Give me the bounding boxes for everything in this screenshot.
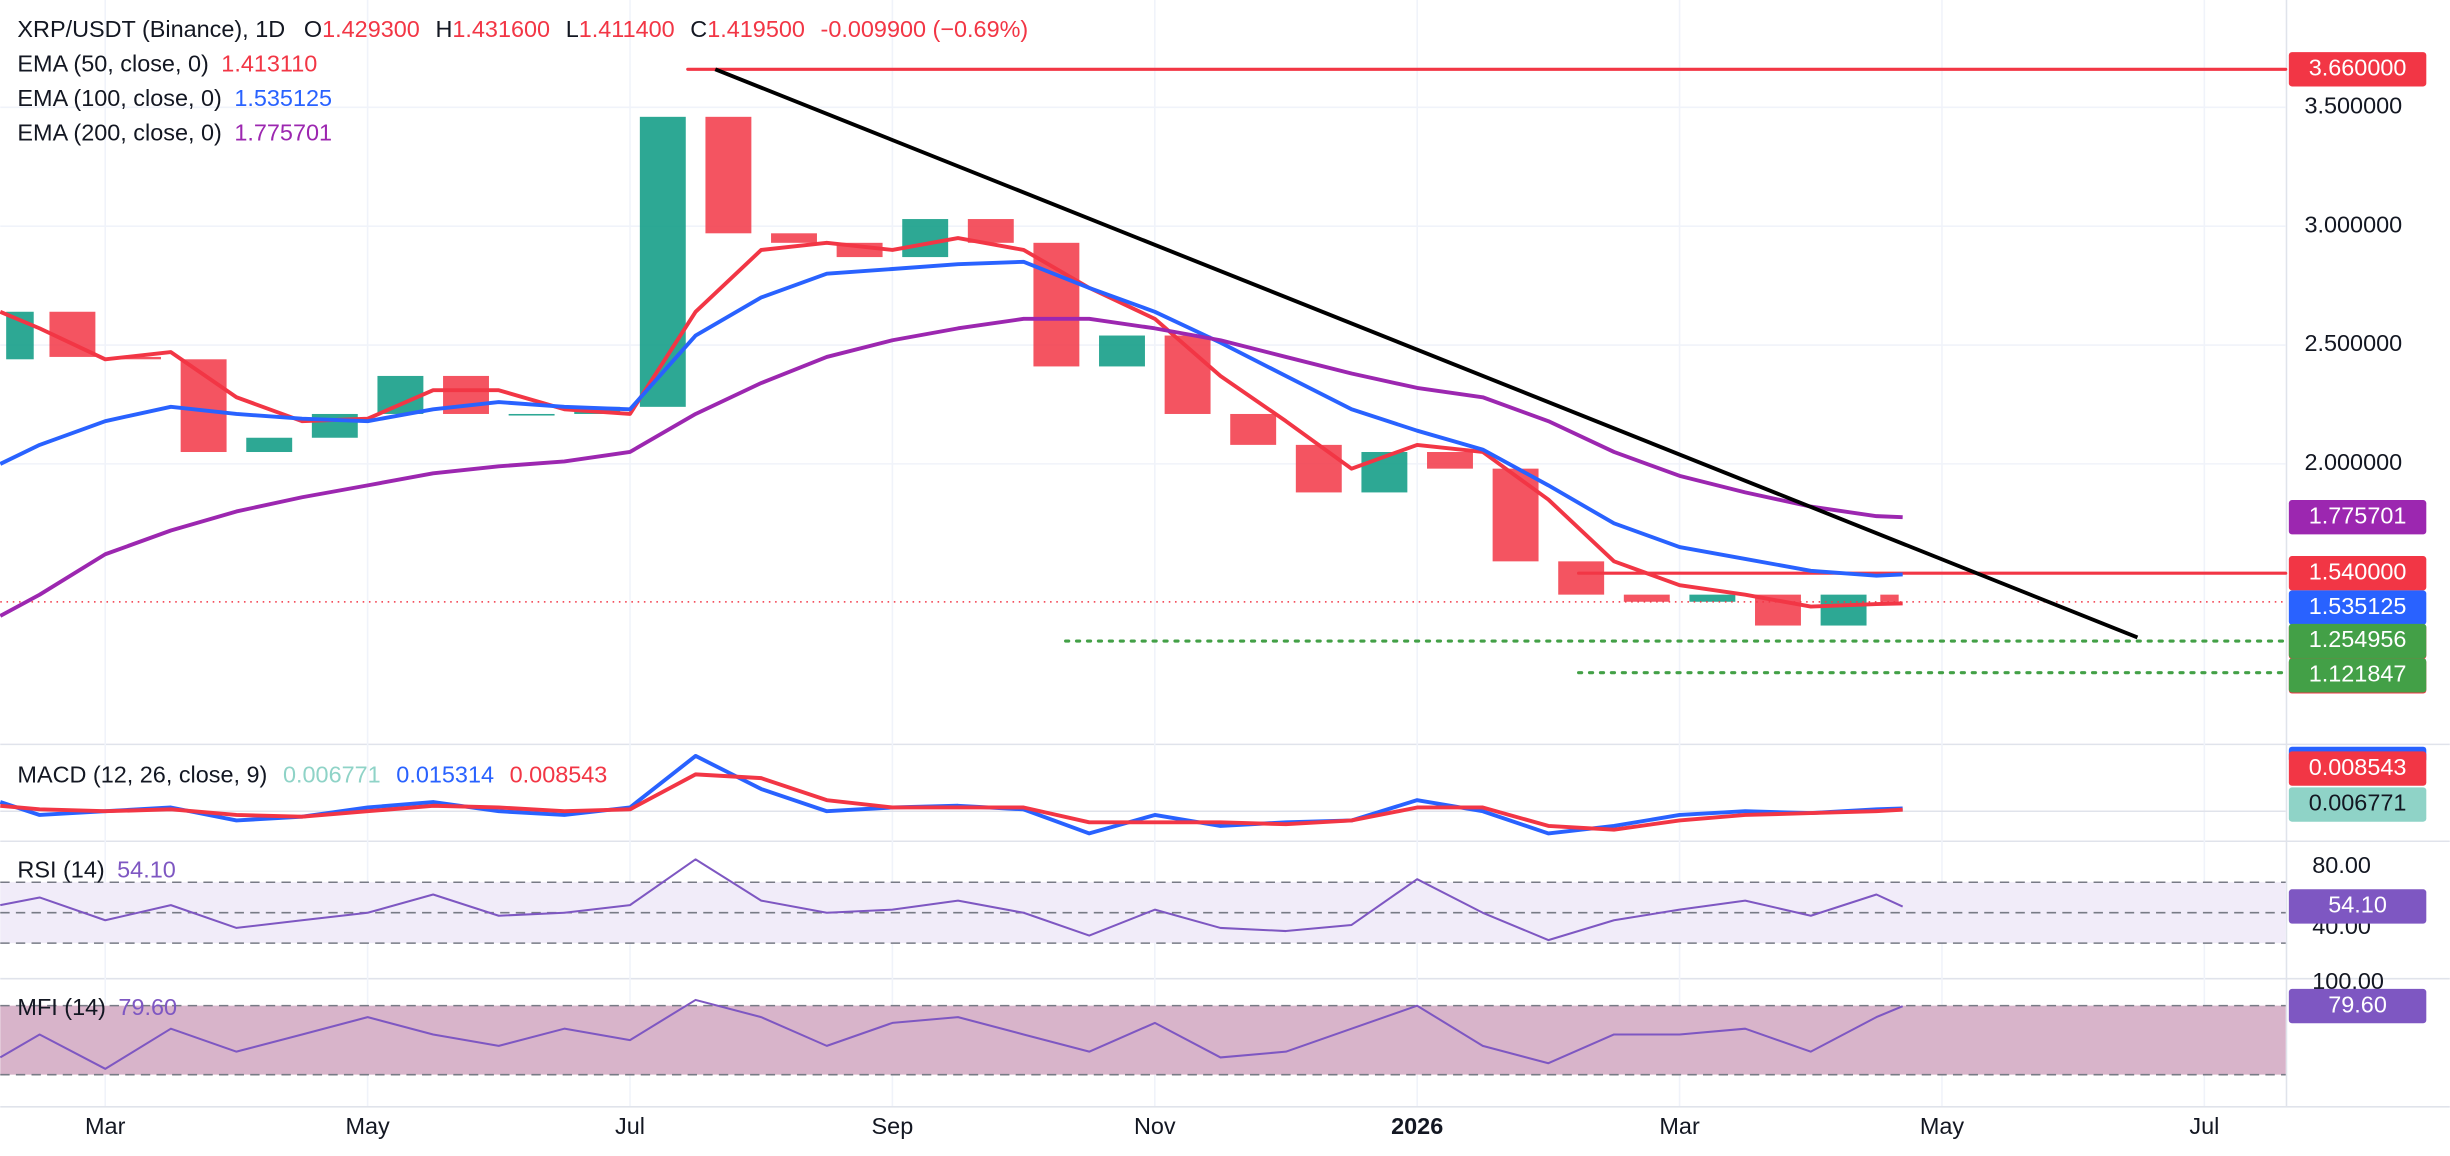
- candle: [902, 219, 949, 258]
- x-tick-label: Mar: [85, 1113, 126, 1139]
- symbol: XRP/USDT (Binance), 1D: [17, 16, 285, 42]
- indicator-value: 79.60: [118, 994, 177, 1020]
- candle: [705, 116, 752, 234]
- legend-value: 1.535125: [234, 85, 332, 111]
- axis-box: [2288, 889, 2427, 924]
- candle: [1558, 561, 1605, 595]
- ohlc-label: C: [690, 16, 707, 42]
- candle: [1880, 594, 1899, 602]
- legend-entry: EMA (200, close, 0) 1.775701: [17, 120, 332, 146]
- axis-box: [2288, 988, 2427, 1024]
- candle: [115, 356, 161, 360]
- x-tick-label: May: [345, 1113, 390, 1139]
- candle: [246, 437, 293, 453]
- x-tick-label: 2026: [1391, 1113, 1443, 1139]
- legend-entry: EMA (100, close, 0) 1.535125: [17, 85, 332, 111]
- x-tick-label: Jul: [615, 1113, 645, 1139]
- x-tick-label: Jul: [2189, 1113, 2219, 1139]
- candle: [639, 116, 686, 407]
- axis-box-label: 3.660000: [2309, 54, 2407, 80]
- legend-value: 1.413110: [221, 51, 317, 77]
- y-tick-label: 2.000000: [2304, 449, 2402, 475]
- indicator-value: 0.006771: [283, 762, 381, 788]
- ohlc-label: H: [435, 16, 452, 42]
- indicator-value: 54.10: [117, 857, 176, 883]
- candle: [1230, 413, 1277, 445]
- trend-line: [714, 67, 2139, 640]
- ema-line: [0, 316, 1903, 618]
- x-tick-label: May: [1920, 1113, 1965, 1139]
- candle: [771, 233, 817, 243]
- legend-entry: EMA (50, close, 0) 1.413110: [17, 51, 317, 77]
- axis-box: [2288, 787, 2427, 822]
- indicator-value: 0.015314: [396, 762, 494, 788]
- candle: [1295, 444, 1342, 493]
- indicator-name: RSI (14): [17, 857, 104, 883]
- y-tick-label: 3.000000: [2304, 211, 2402, 237]
- ohlc-label: L: [566, 16, 579, 42]
- ema-line: [0, 236, 1903, 609]
- candle: [377, 375, 424, 414]
- ohlc-value: 1.419500: [707, 16, 805, 42]
- indicator-line: [0, 998, 1904, 1070]
- ohlc-label: O: [304, 16, 322, 42]
- x-tick-label: Mar: [1659, 1113, 1700, 1139]
- header: XRP/USDT (Binance), 1D O1.429300 H1.431600…: [17, 16, 1028, 42]
- axis-box-label: 1.254956: [2309, 626, 2407, 652]
- legend-name: EMA (100, close, 0): [17, 85, 221, 111]
- indicator-title: MFI (14) 79.60: [17, 994, 177, 1020]
- candle: [1033, 242, 1080, 367]
- candle: [1099, 335, 1145, 367]
- legend-name: EMA (200, close, 0): [17, 120, 221, 146]
- indicator-title: MACD (12, 26, close, 9) 0.006771 0.015314 0…: [17, 762, 607, 788]
- axis-box: [2288, 556, 2427, 591]
- change: -0.009900 (−0.69%): [821, 16, 1029, 42]
- indicator-title: RSI (14) 54.10: [17, 857, 175, 883]
- x-tick-label: Sep: [872, 1113, 914, 1139]
- band-fill: [0, 1005, 2286, 1075]
- axis-box-label: 1.121847: [2309, 661, 2407, 687]
- candle: [1427, 452, 1473, 469]
- candle: [508, 413, 555, 416]
- axis-box-label: 0.006771: [2309, 790, 2407, 816]
- axis-box-label: 1.775701: [2309, 502, 2407, 528]
- axis-box: [2288, 658, 2427, 693]
- axis-box-label: 79.60: [2328, 991, 2387, 1017]
- axis-box-label: 1.540000: [2309, 558, 2407, 584]
- axis-box: [2288, 500, 2427, 535]
- candle: [1623, 594, 1670, 602]
- legend-value: 1.775701: [234, 120, 332, 146]
- axis-box-label: 54.10: [2328, 892, 2387, 918]
- y-tick-label: 80.00: [2312, 852, 2371, 878]
- indicator-value: 0.008543: [510, 762, 608, 788]
- ohlc-value: 1.411400: [579, 16, 675, 42]
- axis-box-label: 0.008543: [2309, 754, 2407, 780]
- ohlc-value: 1.431600: [452, 16, 550, 42]
- candle: [1820, 594, 1867, 626]
- axis-box-label: 1.535125: [2309, 593, 2407, 619]
- axis-box: [2288, 751, 2427, 786]
- indicator-line: [0, 858, 1904, 942]
- x-tick-label: Nov: [1134, 1113, 1176, 1139]
- legend-name: EMA (50, close, 0): [17, 51, 208, 77]
- macd-line: [0, 772, 1903, 832]
- ohlc-value: 1.429300: [322, 16, 420, 42]
- candle: [967, 219, 1014, 243]
- ema-line: [0, 259, 1903, 578]
- y-tick-label: 2.500000: [2304, 330, 2402, 356]
- axis-box: [2288, 52, 2427, 87]
- axis-box: [2288, 590, 2427, 625]
- candle: [1492, 468, 1539, 562]
- y-tick-label: 3.500000: [2304, 93, 2402, 119]
- indicator-name: MACD (12, 26, close, 9): [17, 762, 267, 788]
- candle: [1689, 594, 1736, 602]
- axis-box: [2288, 623, 2427, 659]
- indicator-name: MFI (14): [17, 994, 105, 1020]
